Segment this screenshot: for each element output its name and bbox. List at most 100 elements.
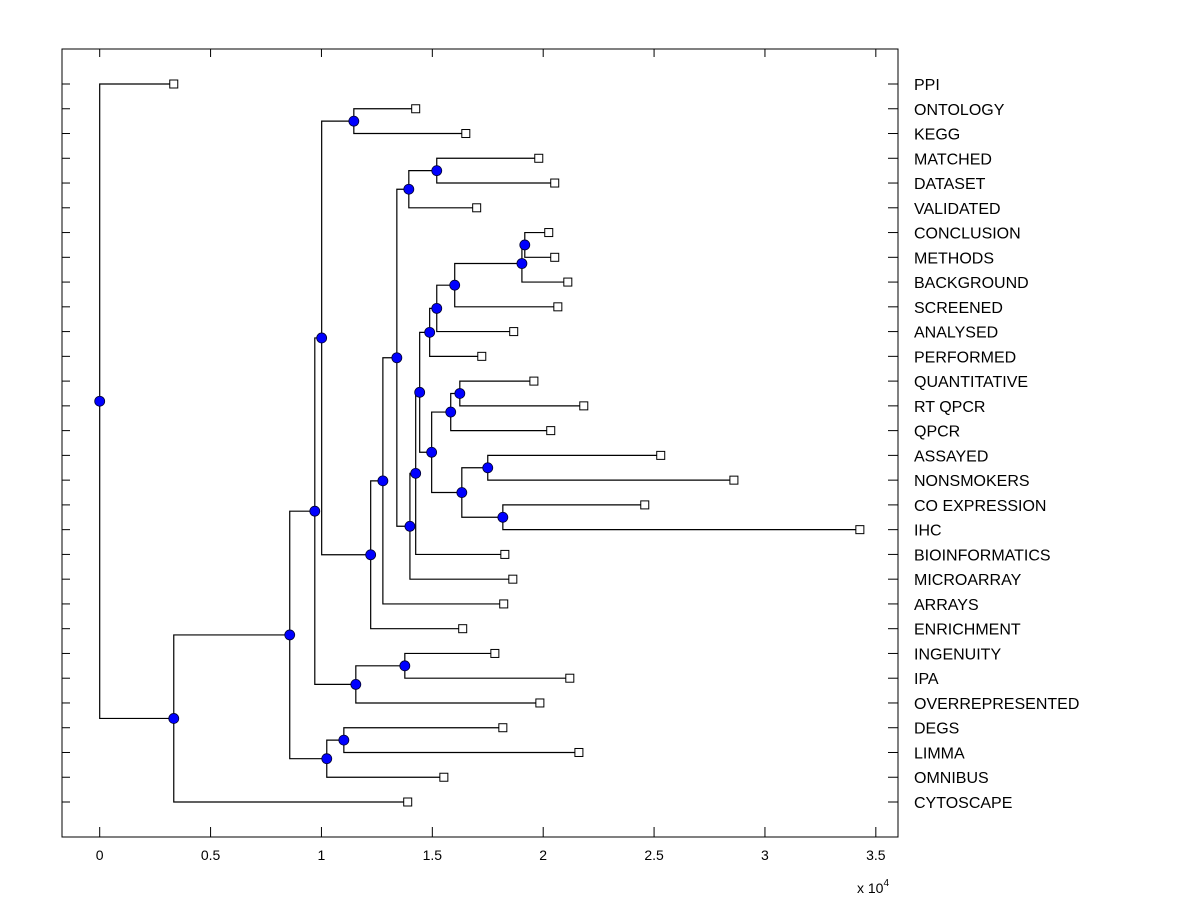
leaf-marker (169, 79, 179, 89)
dendrogram-link (408, 170, 437, 190)
internal-node-marker (497, 511, 509, 523)
dendrogram-link (450, 412, 551, 432)
dendrogram-link (429, 332, 482, 357)
x-tick-label: 1 (318, 847, 326, 863)
internal-node-marker (424, 326, 436, 338)
internal-node-marker (284, 629, 296, 641)
leaf-label: QUANTITATIVE (914, 374, 1028, 391)
leaf-marker (546, 426, 556, 436)
leaf-labels: PPI ONTOLOGY KEGG MATCHED DATASET VALIDATED CO… (914, 77, 1079, 812)
x-tick-label: 1.5 (423, 847, 443, 863)
dendrogram-link (415, 473, 505, 556)
dendrogram-link (355, 684, 540, 704)
leaf-marker (508, 574, 518, 584)
dendrogram-link (431, 452, 462, 494)
leaf-label: MICROARRAY (914, 572, 1022, 589)
dendrogram-link (461, 492, 503, 518)
internal-node-marker (414, 386, 426, 398)
leaf-label: PPI (914, 77, 940, 94)
x-multiplier-exponent: 4 (883, 878, 889, 889)
leaf-marker (490, 648, 500, 658)
dendrogram-link (436, 308, 514, 333)
leaf-marker (550, 252, 560, 262)
x-tick-label: 0.5 (201, 847, 221, 863)
leaf-marker (461, 129, 471, 139)
leaf-label: INGENUITY (914, 646, 1001, 663)
leaf-label: VALIDATED (914, 201, 1001, 218)
internal-node-marker (350, 678, 362, 690)
dendrogram-link (99, 401, 174, 720)
internal-node-marker (449, 279, 461, 291)
leaf-label: IHC (914, 523, 942, 540)
internal-node-marker (431, 165, 443, 177)
dendrogram-link (436, 284, 455, 309)
leaf-label: OVERREPRESENTED (914, 696, 1079, 713)
leaf-label: ARRAYS (914, 597, 979, 614)
internal-node-marker (403, 183, 415, 195)
internal-node-marker (321, 753, 333, 765)
x-tick-label: 2.5 (644, 847, 664, 863)
leaf-label: SCREENED (914, 300, 1003, 317)
x-multiplier-label: x 104 (857, 878, 889, 896)
x-tick-label: 2 (539, 847, 547, 863)
dendrogram-link (382, 480, 504, 605)
dendrogram-link (289, 634, 327, 760)
leaf-label: MATCHED (914, 151, 992, 168)
leaf-marker (499, 599, 509, 609)
dendrogram-link (326, 758, 444, 778)
leaf-marker (550, 178, 560, 188)
leaf-label: ONTOLOGY (914, 102, 1005, 119)
internal-node-marker (399, 660, 411, 672)
internal-node-marker (431, 302, 443, 314)
internal-node-marker (516, 258, 528, 269)
leaf-label: METHODS (914, 250, 994, 267)
leaf-label: BIOINFORMATICS (914, 547, 1051, 564)
leaf-marker (855, 525, 865, 535)
leaf-marker (535, 698, 545, 708)
leaf-label: IPA (914, 671, 939, 688)
leaf-marker (439, 772, 449, 782)
leaf-marker (640, 500, 650, 510)
leaf-marker (458, 624, 468, 634)
leaf-marker (579, 401, 589, 411)
leaf-markers (169, 79, 865, 807)
dendrogram-link (454, 285, 558, 308)
dendrogram-link (370, 554, 463, 630)
x-tick-label: 0 (96, 847, 104, 863)
leaf-label: CO EXPRESSION (914, 498, 1046, 515)
internal-node-marker (309, 505, 321, 517)
leaf-marker (729, 475, 739, 485)
leaf-marker (534, 153, 544, 163)
dendrogram-link (289, 510, 315, 635)
leaf-label: NONSMOKERS (914, 473, 1030, 490)
leaf-label: ENRICHMENT (914, 622, 1021, 639)
leaf-marker (574, 747, 584, 757)
dendrogram-link (454, 262, 522, 286)
internal-node-marker (377, 475, 389, 487)
leaf-label: OMNIBUS (914, 770, 989, 787)
internal-node-marker (348, 115, 360, 127)
leaf-marker (544, 228, 554, 238)
internal-node-marker (445, 406, 457, 418)
dendrogram-link (321, 337, 371, 556)
internal-node-marker (454, 388, 466, 399)
dendrogram-link (99, 83, 174, 402)
leaf-marker (529, 376, 539, 386)
dendrogram-link (461, 467, 488, 493)
internal-node-marker (519, 239, 531, 251)
leaf-label: DATASET (914, 176, 986, 193)
internal-node-marker (410, 467, 422, 479)
internal-node-markers (94, 115, 531, 765)
dendrogram-link (409, 526, 513, 580)
internal-node-marker (391, 352, 403, 364)
dendrogram-link (173, 634, 290, 719)
leaf-label: PERFORMED (914, 349, 1016, 366)
internal-node-marker (482, 462, 494, 474)
leaf-label: CYTOSCAPE (914, 795, 1012, 812)
x-tick-labels: 0 0.5 1 1.5 2 2.5 3 3.5 (96, 847, 886, 863)
leaf-marker (411, 104, 421, 114)
leaf-label: BACKGROUND (914, 275, 1029, 292)
internal-node-marker (456, 487, 468, 498)
leaf-marker (500, 549, 510, 559)
internal-node-marker (316, 332, 328, 344)
